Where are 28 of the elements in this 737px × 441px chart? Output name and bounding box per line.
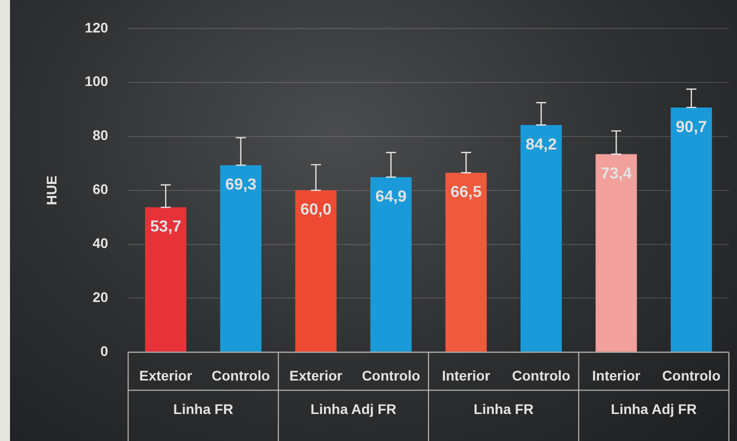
data-label: 53,7 <box>150 218 182 236</box>
y-tick-label: 0 <box>100 343 108 360</box>
data-label: 69,3 <box>225 176 256 194</box>
x-tick-label: Exterior <box>289 367 343 384</box>
x-tick-label: Controlo <box>212 367 270 384</box>
y-tick-label: 100 <box>84 73 108 90</box>
data-label: 64,9 <box>375 188 407 206</box>
text: Linha Adj FR <box>310 401 396 418</box>
data-label: 73,4 <box>600 166 632 183</box>
y-tick-label: 40 <box>92 235 108 252</box>
text: Linha FR <box>474 401 534 418</box>
text: Linha FR <box>173 401 234 418</box>
y-axis-title: HUE <box>43 176 60 206</box>
data-label: 60,0 <box>300 202 332 219</box>
text: Linha Adj FR <box>610 401 697 418</box>
y-tick-label: 80 <box>92 127 108 144</box>
data-label: 84,2 <box>526 136 557 154</box>
data-label: 66,5 <box>450 184 482 202</box>
y-tick-label: 120 <box>84 19 108 36</box>
x-tick-label: Exterior <box>139 367 193 384</box>
x-tick-label: Interior <box>442 367 491 384</box>
x-tick-label: Interior <box>592 367 641 384</box>
x-tick-label: Controlo <box>362 367 420 384</box>
y-tick-label: 20 <box>92 289 108 306</box>
y-tick-label: 60 <box>92 181 108 198</box>
x-tick-label: Controlo <box>512 367 570 384</box>
x-tick-label: Controlo <box>662 367 721 384</box>
data-label: 90,7 <box>676 118 708 136</box>
